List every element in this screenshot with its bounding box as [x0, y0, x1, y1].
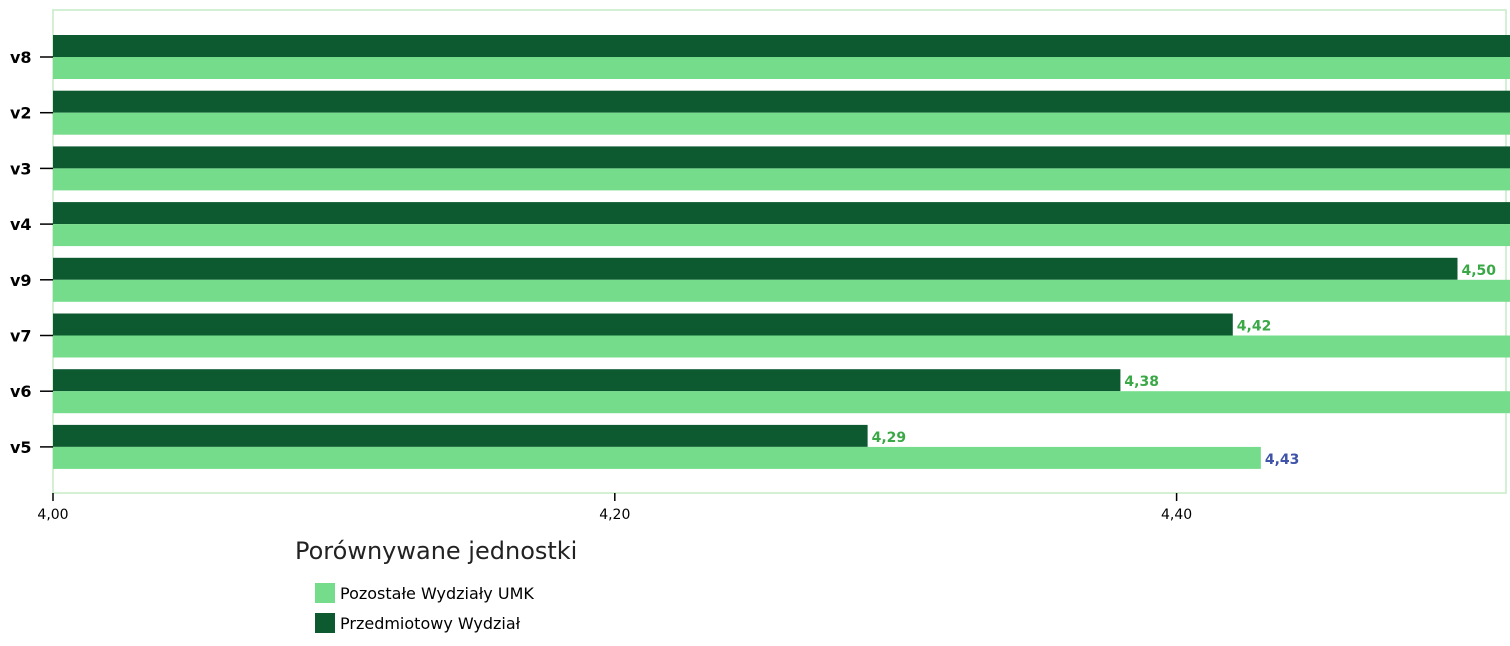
value-label-v9-series-1: 4,50 [1462, 263, 1497, 279]
y-axis: v8 v2 v3 v4 v9 v7 v6 v5 [10, 48, 53, 457]
x-tick-label-4,40: 4,40 [1161, 507, 1192, 523]
bar-v5-series-2 [53, 447, 1261, 469]
value-label-v6-series-1: 4,38 [1124, 374, 1159, 390]
bar-v7-series-1 [53, 314, 1233, 336]
category-label-v3: v3 [10, 159, 32, 178]
bar-v3-series-1 [53, 146, 1510, 168]
legend-label-1: Pozostałe Wydziały UMK [340, 584, 534, 603]
plot-border [53, 10, 1506, 493]
value-label-v5-series-2: 4,43 [1265, 452, 1300, 468]
legend-swatch-2 [315, 613, 335, 633]
legend: Porównywane jednostki Pozostałe Wydziały… [295, 537, 577, 633]
bar-v6-series-2 [53, 391, 1510, 413]
bar-v3-series-2 [53, 168, 1510, 190]
bar-v2-series-2 [53, 113, 1510, 135]
bar-v6-series-1 [53, 369, 1120, 391]
category-label-v5: v5 [10, 438, 32, 457]
x-tick-label-4,20: 4,20 [599, 507, 630, 523]
bar-v8-series-1 [53, 35, 1510, 57]
bar-v8-series-2 [53, 57, 1510, 79]
category-label-v9: v9 [10, 271, 32, 290]
value-label-v5-series-1: 4,29 [872, 430, 907, 446]
x-tick-label-4,00: 4,00 [37, 507, 68, 523]
bar-v2-series-1 [53, 91, 1510, 113]
category-label-v8: v8 [10, 48, 32, 67]
category-label-v4: v4 [10, 215, 32, 234]
x-axis: 4,004,204,404,60 [37, 493, 1510, 523]
legend-swatch-1 [315, 583, 335, 603]
bar-v9-series-1 [53, 258, 1458, 280]
category-label-v7: v7 [10, 327, 32, 346]
bar-v9-series-2 [53, 280, 1510, 302]
bar-v7-series-2 [53, 336, 1510, 358]
bar-v4-series-2 [53, 224, 1510, 246]
bar-v4-series-1 [53, 202, 1510, 224]
legend-label-2: Przedmiotowy Wydział [340, 614, 521, 633]
plot-frame [53, 10, 1506, 493]
category-label-v2: v2 [10, 104, 32, 123]
legend-title: Porównywane jednostki [295, 537, 577, 565]
value-label-v7-series-1: 4,42 [1237, 319, 1272, 335]
bar-v5-series-1 [53, 425, 868, 447]
category-label-v6: v6 [10, 382, 32, 401]
bars [53, 35, 1510, 469]
